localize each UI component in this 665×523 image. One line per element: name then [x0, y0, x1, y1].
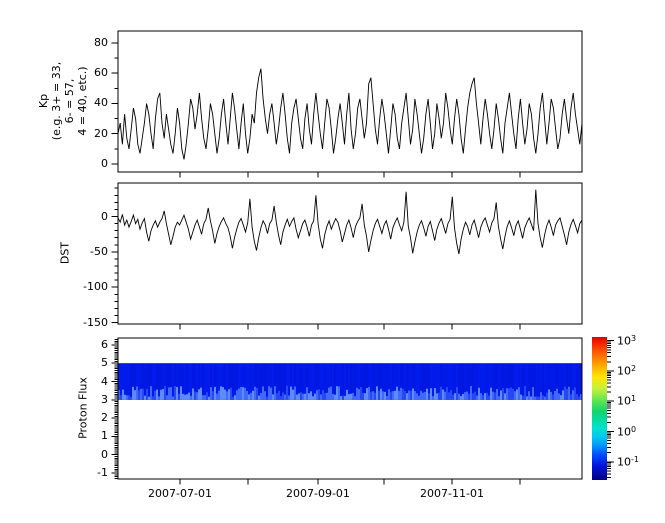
x-tick-label: 2007-09-01 [286, 487, 350, 500]
y-tick-label: 6 [101, 337, 108, 351]
colorbar-tick-label: 103 [617, 333, 637, 348]
y-tick-label: -50 [90, 244, 108, 258]
y-tick-label: 1 [101, 429, 108, 443]
colorbar-tick-label: 10-1 [617, 454, 639, 469]
y-tick-label: -100 [83, 280, 108, 294]
colorbar-tick-label: 100 [617, 424, 637, 439]
y-tick-label: -150 [83, 315, 108, 329]
y-tick-label: 4 [101, 374, 108, 388]
colorbar-tick-label: 102 [617, 363, 637, 378]
y-tick-label: 80 [94, 35, 108, 49]
y-tick-label: 3 [101, 392, 108, 406]
colorbar-tick-label: 101 [617, 394, 637, 408]
y-tick-label: 5 [101, 356, 108, 370]
y-tick-label: 0 [101, 156, 108, 170]
y-tick-label: 2 [101, 411, 108, 425]
y-tick-label: 0 [101, 447, 108, 461]
y-tick-label: -1 [97, 465, 108, 479]
x-tick-label: 2007-11-01 [420, 487, 484, 500]
y-tick-label: 60 [94, 66, 108, 80]
y-tick-label: 40 [94, 96, 108, 110]
y-tick-label: 0 [101, 209, 108, 223]
y-tick-label: 20 [94, 126, 108, 140]
x-tick-label: 2007-07-01 [148, 487, 212, 500]
